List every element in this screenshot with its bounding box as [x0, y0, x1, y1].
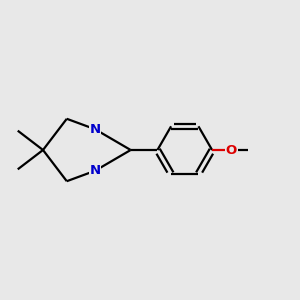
Text: N: N — [89, 164, 100, 177]
Text: O: O — [226, 143, 237, 157]
Text: N: N — [89, 123, 100, 136]
